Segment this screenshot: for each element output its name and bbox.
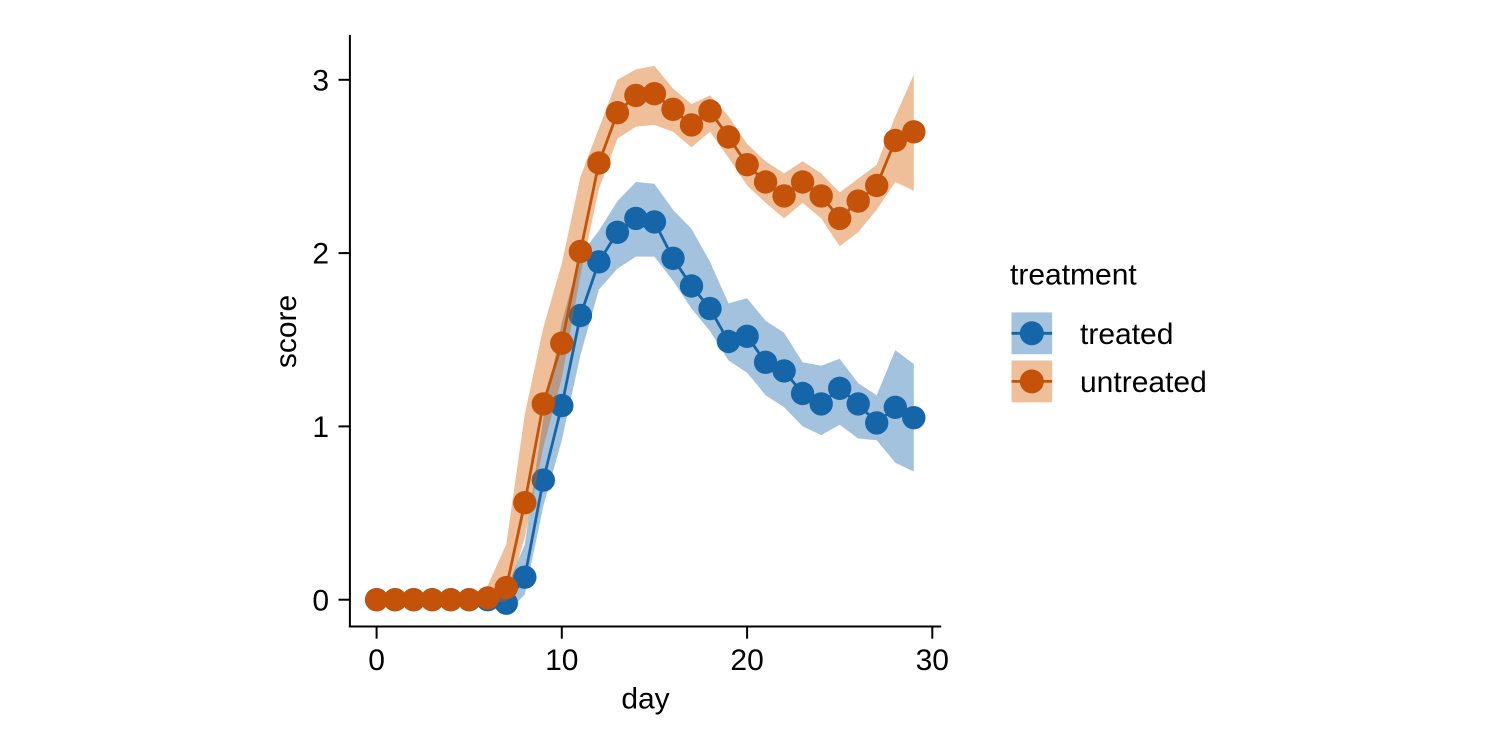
svg-text:20: 20 <box>730 644 763 677</box>
svg-text:day: day <box>621 683 669 716</box>
svg-text:3: 3 <box>312 64 329 97</box>
svg-text:treatment: treatment <box>1010 259 1137 292</box>
svg-text:untreated: untreated <box>1080 366 1207 399</box>
svg-text:30: 30 <box>916 644 949 677</box>
svg-text:2: 2 <box>312 238 329 271</box>
svg-text:1: 1 <box>312 411 329 444</box>
svg-text:treated: treated <box>1080 318 1173 351</box>
svg-text:score: score <box>270 295 303 368</box>
svg-text:10: 10 <box>545 644 578 677</box>
svg-text:0: 0 <box>312 584 329 617</box>
svg-text:0: 0 <box>368 644 385 677</box>
